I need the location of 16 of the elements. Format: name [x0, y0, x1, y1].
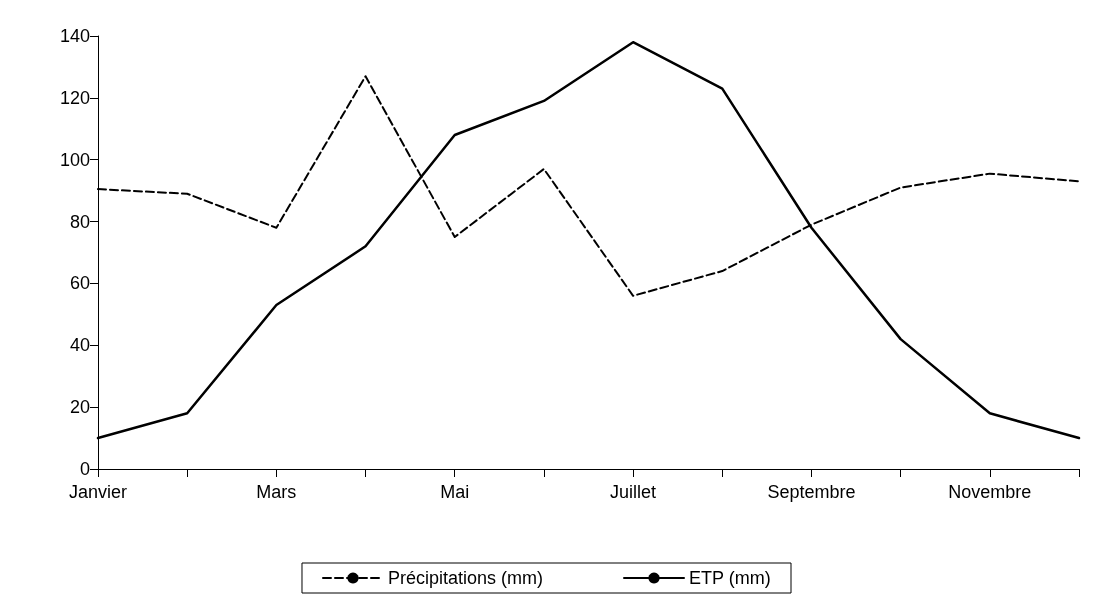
legend-label: ETP (mm): [689, 568, 771, 588]
y-tick-label: 60: [69, 273, 90, 294]
y-tick-label: 140: [59, 26, 90, 46]
legend-label: Précipitations (mm): [387, 568, 544, 588]
y-tick-label: 40: [69, 335, 90, 356]
y-tick-label: 20: [69, 397, 90, 418]
x-tick-label: Janvier: [68, 482, 128, 502]
y-tick-label: 0: [79, 459, 90, 479]
x-tick-label: Mars: [256, 482, 297, 502]
x-tick-label: Mai: [440, 482, 470, 502]
x-tick-label: Septembre: [767, 482, 856, 502]
x-tick-label: Novembre: [948, 482, 1032, 502]
y-tick-label: 120: [59, 87, 90, 108]
y-tick-label: 80: [69, 211, 90, 232]
y-tick-label: 100: [59, 149, 90, 170]
x-tick-label: Juillet: [610, 482, 657, 502]
